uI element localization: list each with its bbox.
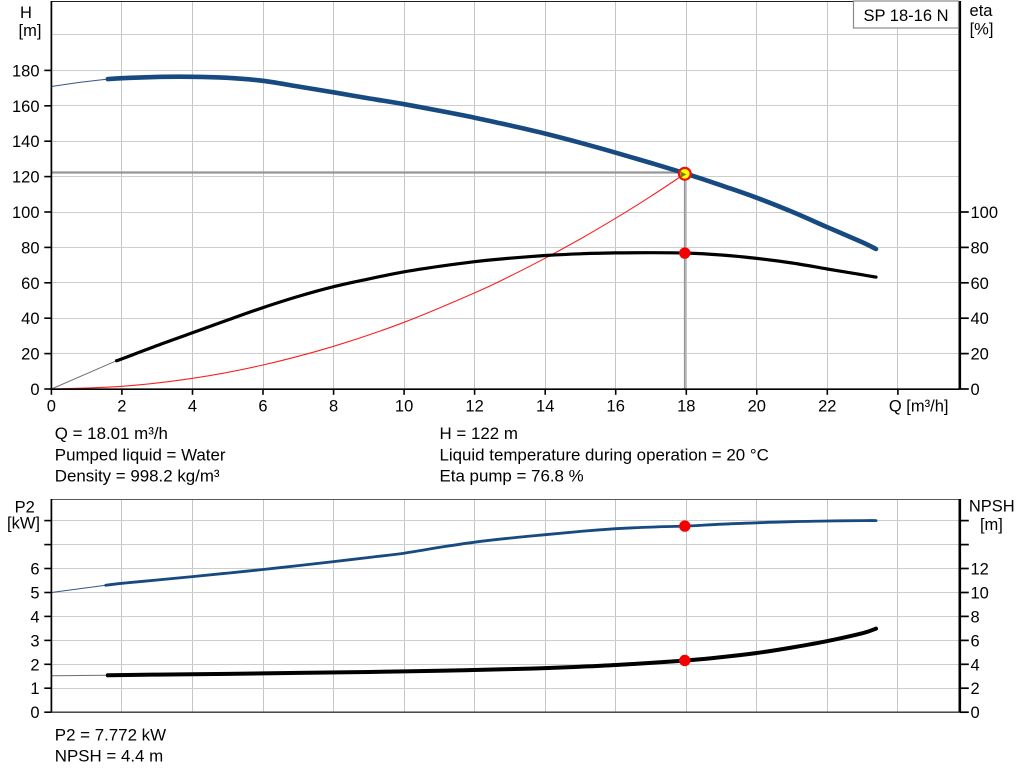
svg-text:P2 = 7.772 kW: P2 = 7.772 kW bbox=[55, 726, 166, 745]
svg-text:4: 4 bbox=[30, 608, 39, 626]
svg-text:NPSH = 4.4 m: NPSH = 4.4 m bbox=[55, 747, 163, 766]
svg-text:Q [m³/h]: Q [m³/h] bbox=[889, 397, 949, 415]
svg-text:[m]: [m] bbox=[19, 22, 42, 40]
svg-text:60: 60 bbox=[971, 275, 989, 293]
svg-text:P2: P2 bbox=[15, 499, 35, 517]
svg-text:5: 5 bbox=[30, 585, 39, 603]
svg-text:14: 14 bbox=[536, 397, 554, 415]
svg-text:1: 1 bbox=[30, 680, 39, 698]
svg-text:40: 40 bbox=[21, 310, 39, 328]
svg-text:0: 0 bbox=[47, 397, 56, 415]
svg-text:Density = 998.2 kg/m³: Density = 998.2 kg/m³ bbox=[55, 466, 220, 485]
svg-text:SP 18-16 N: SP 18-16 N bbox=[864, 7, 949, 25]
svg-text:[kW]: [kW] bbox=[7, 515, 40, 533]
svg-text:0: 0 bbox=[971, 704, 980, 722]
svg-text:20: 20 bbox=[21, 346, 39, 364]
svg-text:H: H bbox=[20, 4, 32, 22]
svg-text:100: 100 bbox=[971, 204, 999, 222]
svg-text:0: 0 bbox=[30, 704, 39, 722]
svg-text:20: 20 bbox=[971, 346, 989, 364]
svg-text:6: 6 bbox=[30, 561, 39, 579]
svg-text:140: 140 bbox=[12, 133, 40, 151]
svg-text:80: 80 bbox=[971, 239, 989, 257]
svg-text:H = 122 m: H = 122 m bbox=[440, 424, 518, 443]
svg-text:120: 120 bbox=[12, 169, 40, 187]
svg-text:Liquid temperature during oper: Liquid temperature during operation = 20… bbox=[440, 445, 769, 464]
svg-text:Eta pump = 76.8 %: Eta pump = 76.8 % bbox=[440, 466, 584, 485]
svg-text:2: 2 bbox=[971, 680, 980, 698]
svg-text:100: 100 bbox=[12, 204, 40, 222]
svg-text:0: 0 bbox=[971, 381, 980, 399]
svg-text:40: 40 bbox=[971, 310, 989, 328]
svg-text:10: 10 bbox=[971, 585, 989, 603]
svg-text:18: 18 bbox=[677, 397, 695, 415]
svg-text:8: 8 bbox=[971, 608, 980, 626]
svg-text:22: 22 bbox=[818, 397, 836, 415]
svg-text:20: 20 bbox=[748, 397, 766, 415]
svg-text:Pumped liquid = Water: Pumped liquid = Water bbox=[55, 445, 226, 464]
svg-text:4: 4 bbox=[971, 656, 980, 674]
svg-text:8: 8 bbox=[329, 397, 338, 415]
svg-text:6: 6 bbox=[258, 397, 267, 415]
svg-text:2: 2 bbox=[117, 397, 126, 415]
svg-text:[%]: [%] bbox=[970, 21, 994, 39]
svg-text:60: 60 bbox=[21, 275, 39, 293]
svg-text:12: 12 bbox=[971, 561, 989, 579]
svg-text:180: 180 bbox=[12, 62, 40, 80]
svg-text:16: 16 bbox=[607, 397, 625, 415]
svg-text:80: 80 bbox=[21, 239, 39, 257]
svg-text:2: 2 bbox=[30, 656, 39, 674]
svg-text:0: 0 bbox=[30, 381, 39, 399]
svg-text:NPSH: NPSH bbox=[969, 498, 1015, 516]
svg-text:160: 160 bbox=[12, 98, 40, 116]
svg-text:3: 3 bbox=[30, 632, 39, 650]
svg-text:12: 12 bbox=[465, 397, 483, 415]
svg-text:[m]: [m] bbox=[980, 516, 1003, 534]
svg-text:Q = 18.01 m³/h: Q = 18.01 m³/h bbox=[55, 424, 168, 443]
svg-text:eta: eta bbox=[970, 2, 994, 20]
svg-text:10: 10 bbox=[395, 397, 413, 415]
svg-text:6: 6 bbox=[971, 632, 980, 650]
svg-text:4: 4 bbox=[188, 397, 197, 415]
